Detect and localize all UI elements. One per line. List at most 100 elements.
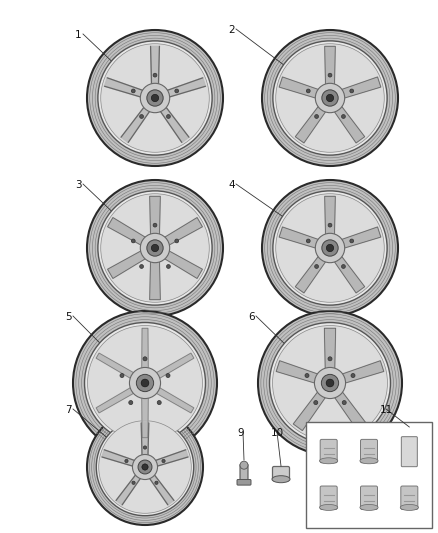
FancyBboxPatch shape	[240, 464, 248, 482]
Polygon shape	[116, 473, 142, 505]
Polygon shape	[148, 473, 174, 505]
Circle shape	[130, 367, 161, 399]
Circle shape	[273, 191, 387, 305]
Polygon shape	[142, 328, 148, 372]
Circle shape	[132, 455, 158, 480]
Circle shape	[328, 357, 332, 361]
Circle shape	[314, 401, 318, 405]
Polygon shape	[325, 196, 336, 237]
Polygon shape	[332, 254, 365, 293]
Polygon shape	[162, 249, 202, 278]
Circle shape	[73, 311, 217, 455]
Polygon shape	[333, 389, 367, 431]
Circle shape	[276, 44, 384, 152]
Circle shape	[326, 244, 334, 252]
FancyBboxPatch shape	[272, 466, 290, 481]
Polygon shape	[339, 227, 381, 249]
Circle shape	[85, 322, 205, 443]
Polygon shape	[332, 104, 365, 143]
Polygon shape	[96, 386, 137, 413]
Circle shape	[140, 233, 170, 263]
Circle shape	[166, 115, 170, 118]
Circle shape	[140, 264, 144, 269]
Circle shape	[314, 367, 346, 399]
Circle shape	[351, 374, 355, 377]
Polygon shape	[150, 196, 160, 237]
Polygon shape	[339, 77, 381, 99]
FancyBboxPatch shape	[360, 486, 378, 510]
Circle shape	[350, 239, 353, 243]
Circle shape	[138, 460, 152, 474]
Polygon shape	[279, 77, 321, 99]
Circle shape	[142, 464, 148, 470]
Polygon shape	[151, 46, 159, 87]
Circle shape	[306, 89, 310, 93]
Circle shape	[87, 30, 223, 166]
Circle shape	[315, 83, 345, 112]
Polygon shape	[325, 46, 336, 87]
Circle shape	[314, 115, 318, 118]
Polygon shape	[153, 450, 188, 467]
Circle shape	[162, 459, 165, 463]
Circle shape	[328, 223, 332, 227]
Text: 6: 6	[248, 312, 254, 322]
Text: 7: 7	[65, 405, 72, 415]
Ellipse shape	[360, 504, 378, 511]
Polygon shape	[276, 361, 321, 384]
Circle shape	[262, 30, 398, 166]
Circle shape	[306, 239, 310, 243]
Circle shape	[143, 357, 147, 361]
Circle shape	[87, 409, 203, 525]
Polygon shape	[279, 227, 321, 249]
Polygon shape	[153, 386, 194, 413]
Text: 2: 2	[228, 25, 235, 35]
Text: 1: 1	[75, 30, 81, 40]
Circle shape	[157, 401, 161, 405]
Circle shape	[136, 374, 154, 392]
Circle shape	[153, 73, 157, 77]
Polygon shape	[162, 217, 202, 247]
Circle shape	[99, 421, 191, 513]
Circle shape	[276, 193, 384, 302]
Circle shape	[129, 401, 133, 405]
Polygon shape	[121, 104, 152, 142]
Circle shape	[98, 41, 212, 155]
Text: 10: 10	[271, 428, 284, 438]
FancyBboxPatch shape	[320, 439, 337, 463]
Circle shape	[140, 83, 170, 112]
Circle shape	[101, 193, 209, 302]
Circle shape	[321, 374, 339, 392]
Circle shape	[131, 239, 135, 243]
Ellipse shape	[320, 504, 338, 511]
Circle shape	[120, 374, 124, 377]
Circle shape	[342, 264, 345, 269]
FancyBboxPatch shape	[320, 486, 337, 510]
Circle shape	[147, 240, 163, 256]
Circle shape	[98, 191, 212, 305]
Ellipse shape	[272, 475, 290, 483]
Circle shape	[175, 239, 179, 243]
Circle shape	[151, 244, 159, 252]
Polygon shape	[339, 361, 384, 384]
Polygon shape	[164, 78, 205, 98]
Circle shape	[326, 94, 334, 102]
Circle shape	[273, 41, 387, 155]
Circle shape	[175, 89, 179, 93]
Circle shape	[342, 401, 346, 405]
Circle shape	[143, 446, 147, 449]
Polygon shape	[159, 104, 189, 142]
Text: 5: 5	[65, 312, 72, 322]
Polygon shape	[102, 450, 137, 467]
Circle shape	[141, 379, 149, 387]
Text: 3: 3	[75, 180, 81, 190]
Circle shape	[151, 94, 159, 102]
Circle shape	[166, 264, 170, 269]
Circle shape	[140, 115, 144, 118]
Circle shape	[153, 223, 157, 227]
Circle shape	[322, 90, 338, 106]
Ellipse shape	[400, 504, 418, 511]
Polygon shape	[108, 217, 148, 247]
Circle shape	[96, 418, 194, 516]
Polygon shape	[295, 104, 327, 143]
Circle shape	[305, 374, 309, 377]
